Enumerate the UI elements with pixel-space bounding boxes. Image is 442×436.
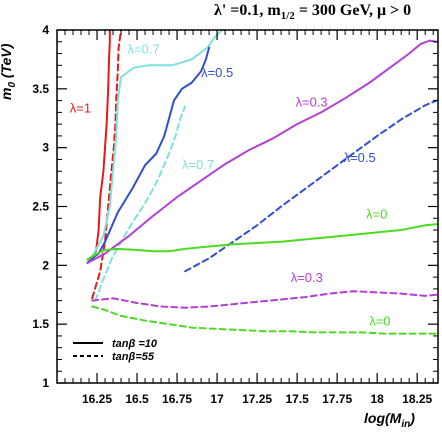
series-line-2 [86,29,223,264]
series-line-7 [91,290,438,309]
y-tick-label: 3.5 [32,82,49,96]
series-line-4 [86,46,211,264]
x-tick-label: 17.5 [285,392,309,406]
ylabel-main: m [0,88,14,100]
xlabel-subscript: in [401,418,411,430]
series-line-6 [86,39,438,264]
curve-label-3: λ=0.7 [182,157,214,172]
xlabel-close: ) [410,410,415,426]
series-line-3 [94,105,187,302]
x-tick-label: 17.75 [322,392,352,406]
y-tick-label: 2 [42,258,49,272]
title-subscript: 1/2 [280,10,295,23]
y-tick-label: 3 [42,141,49,155]
title-rest: = 300 GeV, μ > 0 [294,2,412,19]
x-tick-label: 17.25 [242,392,272,406]
y-axis-label: m0 (TeV) [0,44,18,100]
curve-label-0: λ=1 [70,100,91,115]
y-tick-label: 1 [42,376,49,390]
legend-label-0: tanβ =10 [112,338,158,350]
x-tick-label: 16.5 [125,392,149,406]
xlabel-main: log(M [364,410,402,426]
x-tick-label: 18 [370,392,384,406]
y-tick-label: 2.5 [32,200,49,214]
series-line-9 [91,305,438,335]
title-main: λ' =0.1, m [214,2,281,19]
curve-label-6: λ=0 [366,206,387,221]
chart-title: λ' =0.1, m1/2 = 300 GeV, μ > 0 [214,2,411,22]
series-layer [86,29,438,335]
curve-label-2: λ=0.5 [201,65,233,80]
x-tick-label: 16.25 [82,392,112,406]
tick-layer: 16.25 16.5 16.75 17 17.25 17.5 17.75 18 18.25 1 1.… [32,23,438,406]
curve-label-5: λ=0.5 [344,150,376,165]
series-line-8 [86,223,438,261]
curve-label-7: λ=0.3 [291,270,323,285]
y-tick-label: 1.5 [32,317,49,331]
y-tick-label: 4 [42,23,49,37]
plot-frame [56,29,439,384]
curve-label-1: λ=0.7 [127,42,159,57]
ylabel-subscript: 0 [6,81,18,88]
annotation-layer: λ=1 λ=0.7 λ=0.5 λ=0.7 λ=0.3 λ=0.5 λ=0 λ=0.3 λ=0 [70,42,391,329]
x-tick-label: 17 [210,392,224,406]
curve-label-4: λ=0.3 [296,95,328,110]
x-tick-label: 18.25 [402,392,432,406]
curve-label-8: λ=0 [369,313,390,328]
ylabel-unit: (TeV) [0,43,14,79]
x-tick-label: 16.75 [162,392,192,406]
x-axis-label: log(Min) [364,410,415,430]
series-line-1 [91,29,122,300]
legend-label-1: tanβ=55 [112,351,155,363]
